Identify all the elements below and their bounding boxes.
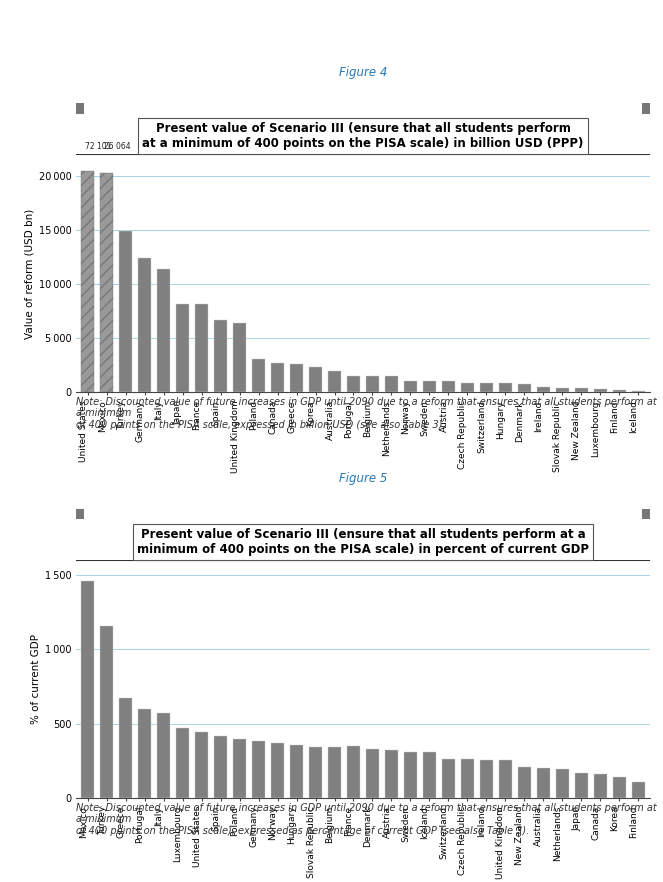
Text: 26 064: 26 064 xyxy=(104,142,131,151)
Y-axis label: % of current GDP: % of current GDP xyxy=(30,634,40,724)
Bar xyxy=(442,381,455,392)
Bar xyxy=(422,752,436,798)
Bar xyxy=(156,714,170,798)
Text: Figure 4: Figure 4 xyxy=(339,66,387,79)
Bar xyxy=(252,359,265,392)
Bar xyxy=(176,728,190,798)
Text: Note: Discounted value of future increases in GDP until 2090 due to a reform tha: Note: Discounted value of future increas… xyxy=(76,803,657,836)
Bar xyxy=(100,173,113,392)
Bar xyxy=(404,752,417,798)
Bar xyxy=(271,744,284,798)
Bar xyxy=(593,774,607,798)
Bar xyxy=(328,370,341,392)
Bar xyxy=(613,777,626,798)
Bar xyxy=(290,744,304,798)
Bar xyxy=(233,739,247,798)
Text: Figure 5: Figure 5 xyxy=(339,472,387,485)
Bar xyxy=(233,323,247,392)
Bar xyxy=(613,391,626,392)
Bar xyxy=(309,367,322,392)
Bar xyxy=(119,231,133,392)
Bar xyxy=(156,269,170,392)
Bar xyxy=(213,320,227,392)
Bar xyxy=(195,732,208,798)
Bar xyxy=(461,759,474,798)
Bar xyxy=(518,384,531,392)
Bar xyxy=(290,364,304,392)
Bar xyxy=(81,581,94,798)
Bar xyxy=(366,749,379,798)
Bar xyxy=(328,747,341,798)
Text: Present value of Scenario III (ensure that all students perform at a
minimum of : Present value of Scenario III (ensure th… xyxy=(137,527,589,556)
Bar xyxy=(138,709,151,798)
Bar xyxy=(518,767,531,798)
Bar xyxy=(138,258,151,392)
Bar xyxy=(442,759,455,798)
Bar xyxy=(536,768,550,798)
Bar xyxy=(461,383,474,392)
Bar xyxy=(309,747,322,798)
Text: Present value of Scenario III (ensure that all students perform
at a minimum of : Present value of Scenario III (ensure th… xyxy=(143,122,583,150)
Bar xyxy=(366,377,379,392)
Bar xyxy=(252,741,265,798)
Bar xyxy=(100,626,113,798)
Bar xyxy=(385,750,398,798)
Bar xyxy=(575,773,588,798)
Bar xyxy=(422,381,436,392)
Bar xyxy=(593,389,607,392)
Bar xyxy=(404,381,417,392)
Bar xyxy=(119,699,133,798)
Bar xyxy=(176,303,190,392)
Bar xyxy=(575,388,588,392)
Bar xyxy=(195,304,208,392)
Bar xyxy=(536,387,550,392)
Bar xyxy=(213,736,227,798)
Bar xyxy=(556,769,570,798)
Bar xyxy=(271,363,284,392)
Bar xyxy=(499,384,512,392)
Bar xyxy=(81,170,94,392)
Bar xyxy=(479,759,493,798)
Text: Note: Discounted value of future increases in GDP until 2090 due to a reform tha: Note: Discounted value of future increas… xyxy=(76,397,657,430)
Bar xyxy=(479,384,493,392)
Bar xyxy=(556,387,570,392)
Text: 72 101: 72 101 xyxy=(85,142,111,151)
Bar xyxy=(347,746,360,798)
Bar xyxy=(499,760,512,798)
Bar xyxy=(385,377,398,392)
Y-axis label: Value of reform (USD bn): Value of reform (USD bn) xyxy=(25,208,34,339)
Bar xyxy=(632,781,645,798)
Bar xyxy=(347,376,360,392)
